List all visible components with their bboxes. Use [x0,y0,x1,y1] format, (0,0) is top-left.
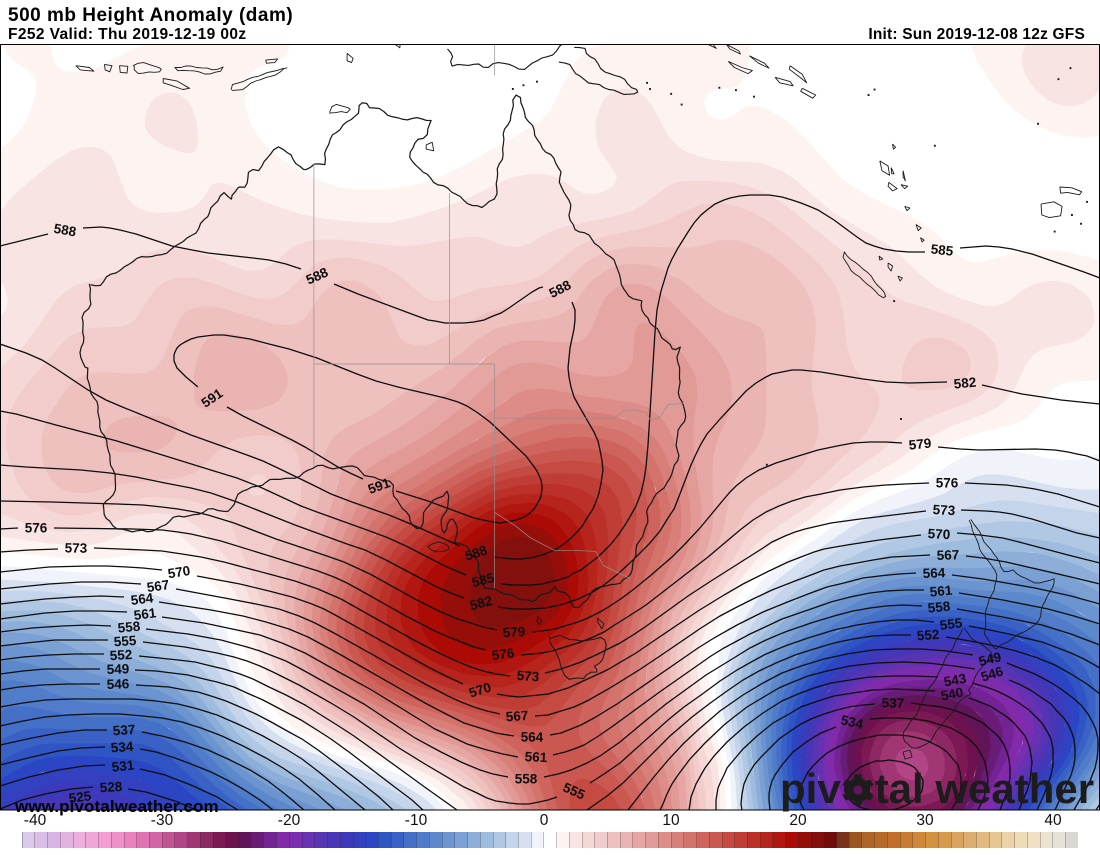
svg-text:570: 570 [467,680,493,701]
svg-text:570: 570 [927,526,950,542]
svg-text:549: 549 [106,661,129,677]
svg-text:546: 546 [106,676,130,692]
svg-text:552: 552 [916,627,940,644]
svg-text:576: 576 [25,521,48,536]
svg-text:549: 549 [977,649,1002,669]
svg-text:555: 555 [939,615,964,633]
svg-text:540: 540 [940,685,965,704]
svg-text:579: 579 [908,435,932,452]
svg-text:558: 558 [515,772,538,787]
svg-text:573: 573 [65,540,88,555]
svg-text:555: 555 [113,633,137,650]
svg-text:582: 582 [468,593,494,613]
svg-text:585: 585 [470,570,496,590]
svg-text:564: 564 [922,565,946,581]
svg-text:531: 531 [111,757,135,774]
svg-text:567: 567 [505,708,529,725]
svg-text:579: 579 [502,624,525,640]
svg-text:558: 558 [927,598,951,615]
svg-text:588: 588 [463,542,489,563]
svg-text:585: 585 [930,241,954,258]
svg-text:567: 567 [146,577,170,595]
svg-text:534: 534 [110,739,134,756]
svg-text:525: 525 [68,788,93,806]
svg-text:534: 534 [839,712,865,732]
svg-text:537: 537 [112,722,136,739]
svg-text:576: 576 [491,645,516,663]
svg-text:591: 591 [366,475,393,497]
svg-text:543: 543 [943,671,968,690]
svg-text:573: 573 [932,502,956,518]
svg-text:558: 558 [117,619,141,636]
svg-text:588: 588 [53,221,78,240]
svg-text:528: 528 [99,779,123,795]
svg-text:537: 537 [882,695,905,710]
svg-text:561: 561 [929,583,953,600]
svg-text:570: 570 [167,563,192,581]
svg-text:564: 564 [130,590,155,608]
svg-text:573: 573 [516,668,540,685]
svg-text:576: 576 [936,476,959,491]
svg-text:567: 567 [936,547,959,563]
svg-text:564: 564 [521,729,544,744]
svg-text:582: 582 [953,375,977,392]
svg-text:561: 561 [133,605,158,623]
svg-text:546: 546 [979,663,1005,684]
svg-text:552: 552 [109,647,132,663]
svg-text:561: 561 [524,749,548,765]
